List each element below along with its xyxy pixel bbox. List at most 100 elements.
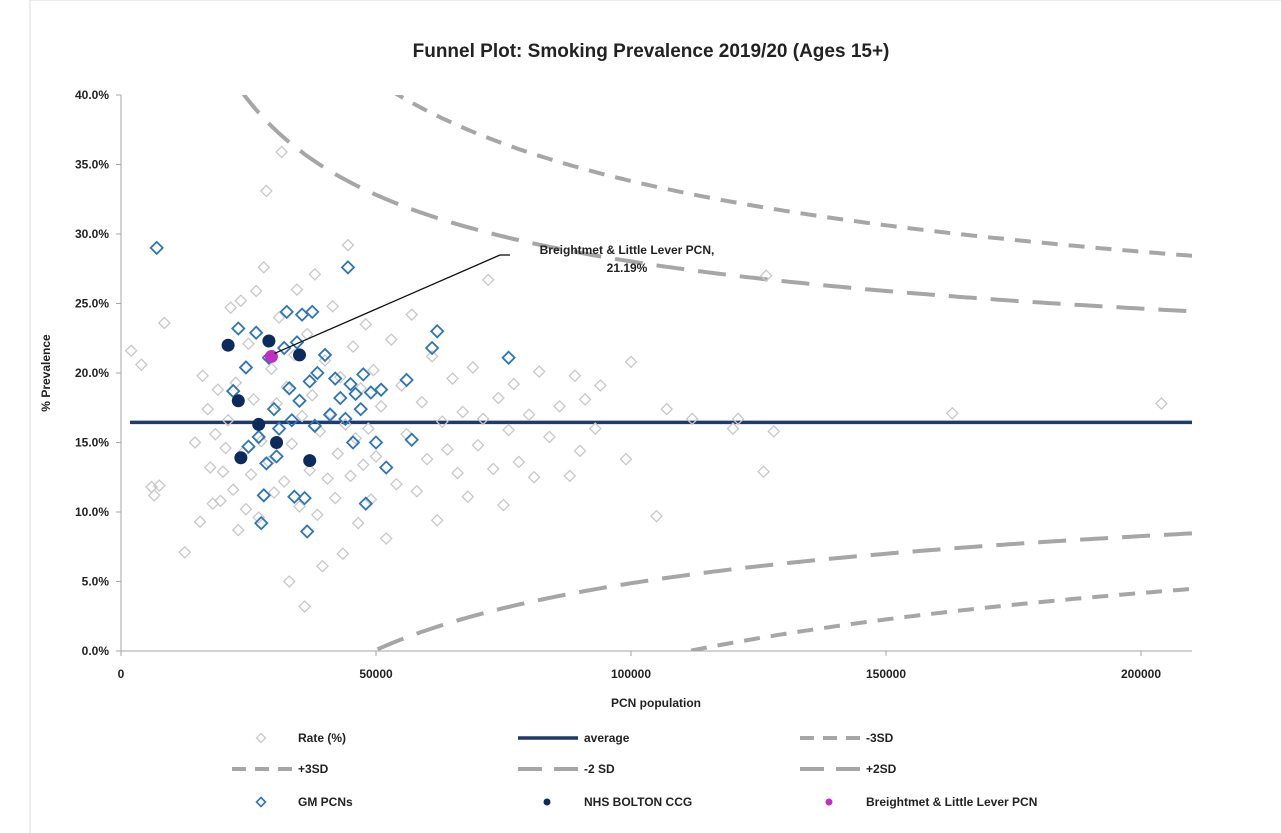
rate-point: [316, 559, 329, 573]
rate-point: [147, 488, 161, 502]
rate-point: [415, 395, 429, 409]
annotation-text: 21.19%: [607, 261, 648, 275]
rate-point: [356, 458, 370, 472]
rate-point: [588, 422, 602, 436]
rate-point: [481, 273, 495, 287]
gm-pcn-point: [282, 381, 297, 396]
rate-point: [338, 418, 352, 431]
gm-pcn-point: [348, 386, 363, 402]
rate-point: [188, 436, 202, 449]
rate-point: [290, 283, 304, 297]
y-tick-label: 30.0%: [75, 227, 109, 241]
rate-point: [259, 184, 273, 198]
gm-pcn-point: [310, 365, 325, 381]
rate-point: [573, 444, 587, 458]
rate-point: [201, 402, 215, 416]
annotation-leader-line: [274, 254, 501, 355]
bolton-ccg-point: [252, 417, 266, 431]
y-tick-label: 20.0%: [75, 366, 109, 380]
gm-pcn-point: [322, 407, 338, 422]
gm-pcn-point: [259, 456, 274, 471]
rate-point: [214, 494, 227, 508]
rate-point: [152, 479, 166, 493]
rate-point: [328, 491, 342, 505]
rate-point: [757, 465, 771, 479]
gm-pcn-point: [355, 367, 371, 382]
bolton-ccg-point: [234, 451, 248, 465]
rate-point: [731, 412, 745, 426]
breightmet-pcn-point: [264, 349, 278, 363]
gm-pcn-point: [269, 449, 284, 464]
y-axis-label: % Prevalence: [39, 334, 53, 412]
rate-point: [361, 422, 375, 436]
rate-point: [208, 427, 222, 441]
gm-pcn-point: [287, 489, 302, 504]
rate-point: [374, 399, 388, 413]
rate-point: [351, 516, 365, 530]
rate-point: [275, 145, 289, 159]
x-axis-label: PCN population: [611, 696, 701, 710]
rate-point: [295, 409, 309, 423]
rate-point: [293, 500, 306, 513]
gm-pcn-point: [338, 411, 353, 427]
rate-point: [522, 408, 536, 422]
rate-point: [563, 469, 577, 483]
rate-point: [440, 443, 454, 456]
rate-point: [277, 475, 291, 488]
gm-pcn-point: [307, 418, 323, 434]
rate-point: [527, 470, 541, 484]
rate-point: [265, 362, 278, 376]
gm-pcn-point: [358, 496, 374, 511]
rate-point: [310, 508, 324, 522]
y-tick-label: 5.0%: [82, 575, 110, 589]
legend-item-highlight: Breightmet & Little Lever PCN: [825, 795, 1037, 809]
rate-point: [446, 372, 459, 385]
rate-point: [726, 422, 740, 436]
rate-point: [497, 498, 510, 512]
rate-point: [512, 455, 526, 469]
x-tick-label: 50000: [359, 667, 393, 681]
gm-pcn-point: [304, 304, 320, 320]
gm-pcn-point: [424, 340, 440, 356]
rate-point: [650, 509, 663, 523]
upper-2sd-line: [241, 95, 1192, 314]
gm-pcn-point: [266, 401, 282, 417]
gm-pcn-point: [292, 393, 307, 409]
rate-point: [553, 399, 567, 413]
gm-pcn-point: [256, 488, 272, 503]
rate-point: [344, 469, 357, 483]
gm-pcn-point: [299, 524, 315, 539]
legend-label: Rate (%): [298, 731, 346, 745]
rate-point: [254, 434, 268, 448]
legend-rate-marker: [255, 732, 267, 744]
legend-highlight-marker: [825, 798, 833, 806]
rate-point: [456, 405, 470, 419]
rate-point: [410, 484, 424, 498]
rate-point: [285, 437, 299, 451]
legend-label: GM PCNs: [298, 795, 353, 809]
rate-point: [331, 447, 345, 461]
rate-point: [178, 545, 192, 559]
rate-point: [124, 344, 138, 358]
annotation-text: Breightmet & Little Lever PCN,: [540, 243, 715, 257]
gm-pcn-point: [399, 372, 414, 388]
legend-label: average: [584, 731, 630, 745]
gm-pcn-point: [248, 325, 264, 340]
rate-point: [502, 423, 516, 437]
rate-point: [226, 483, 240, 497]
gm-pcn-point: [238, 360, 254, 375]
rate-point: [624, 355, 638, 369]
bolton-ccg-point: [231, 394, 245, 408]
rate-point: [321, 472, 334, 486]
rate-point: [461, 490, 475, 504]
bolton-ccg-point: [270, 436, 284, 449]
rate-point: [234, 294, 248, 308]
legend-bolton-marker: [543, 798, 551, 806]
legend-item-gm: GM PCNs: [255, 795, 353, 809]
rate-point: [405, 308, 419, 322]
rate-point: [578, 392, 592, 406]
rate-point: [466, 361, 480, 374]
rate-point: [249, 284, 263, 298]
y-tick-label: 40.0%: [75, 88, 109, 102]
legend-label: NHS BOLTON CCG: [584, 795, 692, 809]
